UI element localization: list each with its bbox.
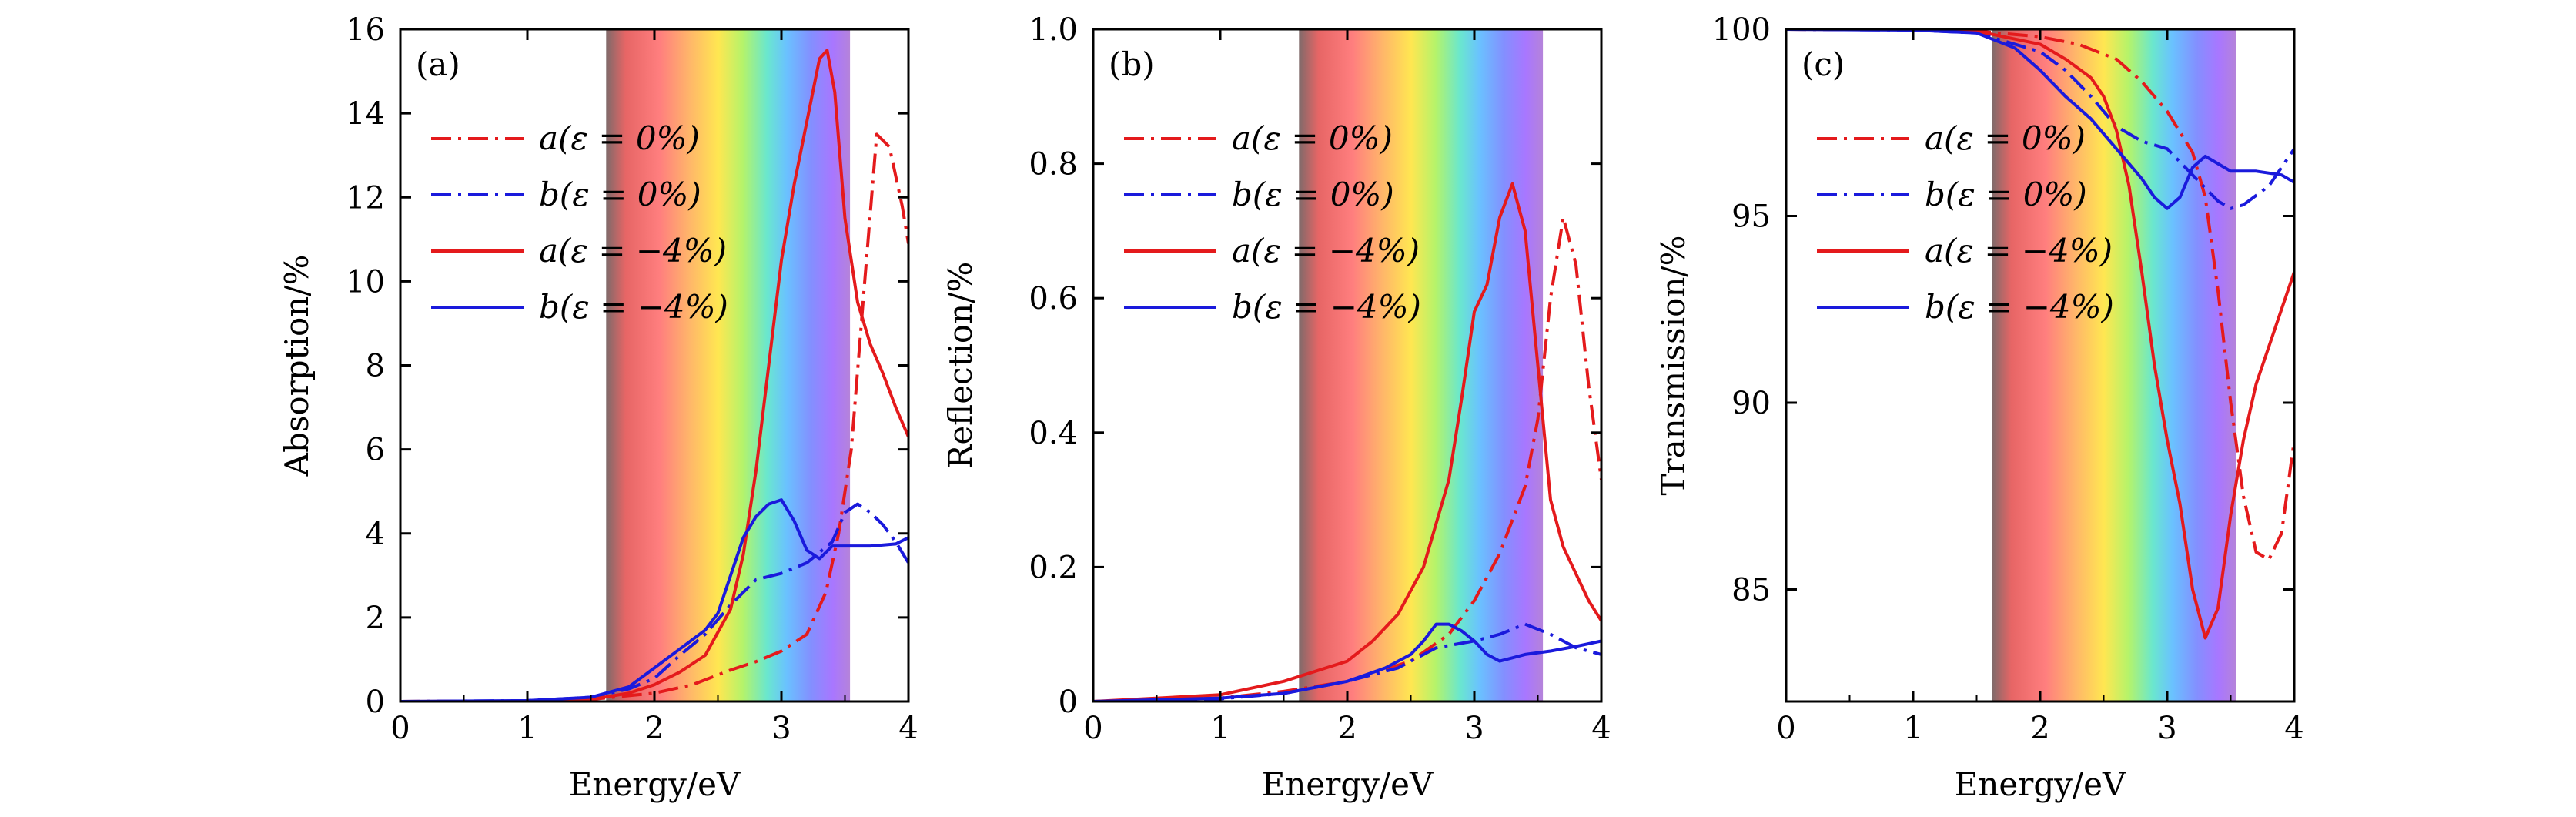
y-axis-title: Absorption/% — [278, 255, 316, 477]
x-tick-label: 0 — [390, 711, 410, 746]
legend-label-4: b(ε = −4%) — [1232, 288, 1421, 326]
series-line-4 — [400, 498, 908, 701]
y-tick-label: 8 — [366, 349, 385, 384]
visible-spectrum-band — [606, 29, 851, 701]
series-line-3 — [1786, 29, 2294, 640]
y-tick-label: 100 — [1712, 12, 1771, 48]
series-line-4 — [1093, 622, 1601, 701]
y-tick-label: 0 — [1059, 685, 1078, 720]
legend-label-2: b(ε = 0%) — [1232, 176, 1394, 213]
x-tick-label: 1 — [517, 711, 537, 746]
x-tick-label: 2 — [2030, 711, 2049, 746]
x-axis-title: Energy/eV — [1262, 765, 1434, 803]
panel-label: (a) — [416, 45, 460, 83]
x-tick-label: 4 — [2284, 711, 2303, 746]
legend-label-1: a(ε = 0%) — [539, 119, 700, 157]
y-axis-title: Reflection/% — [942, 262, 979, 470]
legend-label-3: a(ε = −4%) — [1925, 232, 2113, 270]
series-line-3 — [1093, 182, 1601, 701]
legend-label-3: a(ε = −4%) — [539, 232, 727, 270]
legend-label-3: a(ε = −4%) — [1232, 232, 1420, 270]
y-tick-label: 6 — [366, 433, 385, 468]
series-line-1 — [400, 132, 908, 701]
panel-2: 0 1 2 3 4 0 0.2 0.4 0.6 0.8 1.0 Energy/eV Reflection… — [942, 12, 1611, 803]
x-axis-title: Energy/eV — [1955, 765, 2126, 803]
y-tick-label: 0.2 — [1029, 550, 1078, 585]
x-tick-label: 1 — [1210, 711, 1229, 746]
panel-3: 0 1 2 3 4 85 90 95 100 Energy/eV Transmission/% (c)… — [1654, 12, 2304, 803]
x-tick-label: 2 — [1337, 711, 1357, 746]
y-tick-label: 0.4 — [1029, 416, 1078, 451]
x-tick-label: 0 — [1083, 711, 1102, 746]
x-tick-label: 4 — [1591, 711, 1611, 746]
y-tick-label: 2 — [366, 601, 385, 636]
x-tick-label: 1 — [1903, 711, 1922, 746]
legend-label-1: a(ε = 0%) — [1925, 119, 2086, 157]
series-line-3 — [400, 49, 908, 701]
x-tick-label: 0 — [1776, 711, 1795, 746]
series-line-4 — [1786, 29, 2294, 210]
series-line-2 — [1093, 622, 1601, 701]
panel-label: (b) — [1109, 45, 1155, 83]
y-tick-label: 1.0 — [1029, 12, 1078, 48]
visible-spectrum-band — [1299, 29, 1544, 701]
y-tick-label: 0.6 — [1029, 281, 1078, 316]
y-tick-label: 16 — [346, 12, 385, 48]
legend-label-4: b(ε = −4%) — [539, 288, 728, 326]
panel-label: (c) — [1802, 45, 1845, 83]
y-tick-label: 14 — [346, 96, 385, 132]
y-tick-label: 90 — [1731, 386, 1771, 421]
series-line-2 — [400, 502, 908, 701]
y-tick-label: 4 — [366, 517, 385, 552]
y-tick-label: 12 — [346, 180, 385, 216]
y-axis-title: Transmission/% — [1654, 236, 1692, 496]
legend-label-2: b(ε = 0%) — [1925, 176, 2087, 213]
y-tick-label: 0 — [366, 685, 385, 720]
legend-label-1: a(ε = 0%) — [1232, 119, 1393, 157]
x-tick-label: 3 — [1464, 711, 1484, 746]
legend-label-4: b(ε = −4%) — [1925, 288, 2114, 326]
y-tick-label: 0.8 — [1029, 147, 1078, 182]
visible-spectrum-band — [1992, 29, 2236, 701]
y-tick-label: 10 — [346, 264, 385, 300]
series-line-1 — [1786, 29, 2294, 561]
legend-label-2: b(ε = 0%) — [539, 176, 701, 213]
y-tick-label: 95 — [1731, 199, 1771, 235]
x-tick-label: 2 — [644, 711, 664, 746]
x-tick-label: 3 — [2157, 711, 2176, 746]
panel-1: 0 1 2 3 40246810121416Energy/eVAbsorption/%(… — [278, 12, 918, 803]
series-line-2 — [1786, 29, 2294, 210]
x-tick-label: 4 — [898, 711, 918, 746]
y-tick-label: 85 — [1731, 573, 1771, 608]
x-axis-title: Energy/eV — [569, 765, 741, 803]
x-tick-label: 3 — [771, 711, 791, 746]
